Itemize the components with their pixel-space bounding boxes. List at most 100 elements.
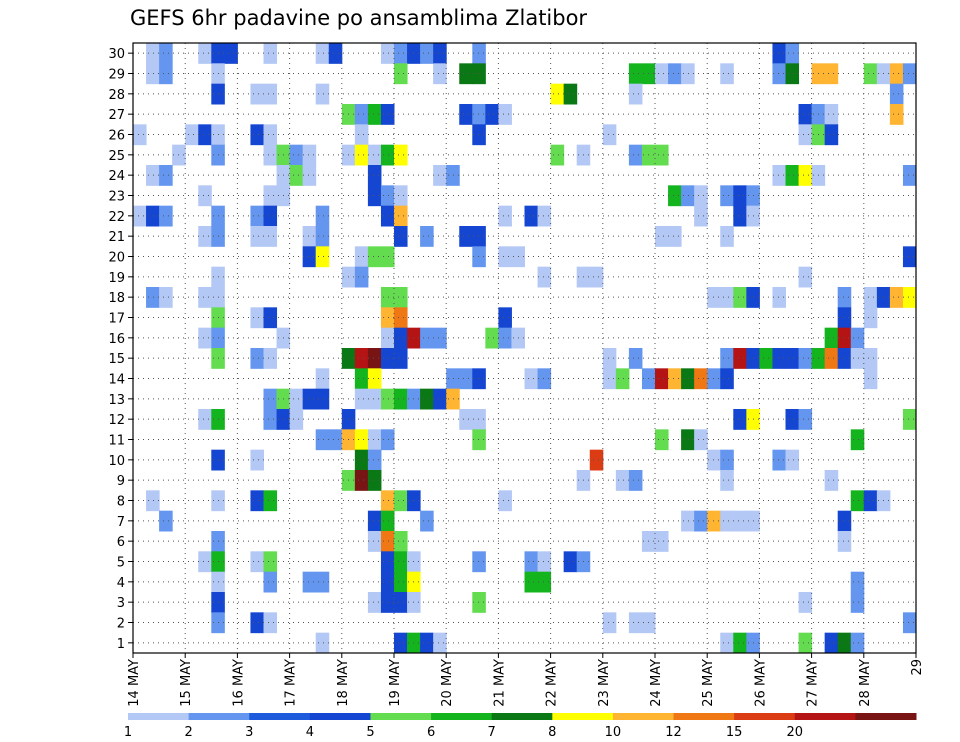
heatmap-cell: [824, 327, 839, 349]
heatmap-cell: [694, 510, 708, 532]
x-tick-label: 22 MAY: [545, 659, 560, 707]
heatmap-cell: [720, 470, 734, 491]
heatmap-cell: [159, 287, 173, 308]
heatmap-cell: [420, 632, 434, 654]
heatmap-cell: [733, 205, 747, 227]
heatmap-cell: [589, 449, 604, 471]
heatmap-cell: [394, 287, 408, 308]
heatmap-cell: [537, 551, 552, 573]
heatmap-cell: [850, 327, 865, 349]
plot-frame: [132, 42, 917, 654]
heatmap-cell: [628, 144, 643, 166]
heatmap-cell: [498, 205, 512, 227]
heatmap-cell: [602, 124, 617, 146]
heatmap-cell: [720, 510, 734, 532]
heatmap-cell: [798, 266, 813, 288]
heatmap-cell: [315, 246, 330, 268]
heatmap-cell: [263, 226, 278, 247]
heatmap-cell: [720, 226, 734, 247]
heatmap-cell: [850, 429, 865, 451]
heatmap-cell: [628, 63, 643, 85]
heatmap-cell: [354, 348, 369, 369]
heatmap-cell: [315, 388, 330, 410]
legend-label: 6: [427, 725, 435, 740]
heatmap-cell: [263, 388, 278, 410]
heatmap-cell: [798, 104, 813, 125]
heatmap-cell: [302, 388, 317, 410]
heatmap-cell: [146, 205, 160, 227]
heatmap-cell: [602, 368, 617, 390]
heatmap-cell: [681, 510, 695, 532]
heatmap-cell: [668, 63, 682, 85]
heatmap-cell: [837, 307, 852, 329]
y-tick-label: 3: [117, 596, 125, 611]
heatmap-cell: [837, 510, 852, 532]
heatmap-cell: [354, 429, 369, 451]
heatmap-cell: [472, 43, 486, 64]
heatmap-cell: [824, 470, 839, 491]
heatmap-cell: [863, 63, 878, 85]
heatmap-cell: [302, 165, 317, 186]
heatmap-cell: [550, 83, 565, 105]
y-tick-label: 1: [117, 637, 125, 652]
heatmap-cell: [380, 287, 395, 308]
heatmap-cell: [394, 205, 408, 227]
heatmap-cell: [380, 551, 395, 573]
heatmap-cell: [198, 327, 212, 349]
heatmap-cell: [628, 83, 643, 105]
heatmap-cell: [681, 63, 695, 85]
heatmap-cell: [655, 226, 669, 247]
heatmap-cell: [380, 43, 395, 64]
heatmap-cell: [302, 246, 317, 268]
y-tick-label: 16: [108, 332, 125, 347]
heatmap-cell: [367, 510, 382, 532]
heatmap-cell: [354, 449, 369, 471]
heatmap-cell: [785, 165, 800, 186]
legend-label: 3: [245, 725, 253, 740]
heatmap-cell: [720, 63, 734, 85]
heatmap-cell: [733, 287, 747, 308]
heatmap-cell: [133, 205, 147, 227]
heatmap-cell: [315, 429, 330, 451]
heatmap-cell: [850, 490, 865, 512]
heatmap-cell: [472, 551, 486, 573]
heatmap-cell: [159, 510, 173, 532]
heatmap-cell: [263, 551, 278, 573]
x-tick-label: 17 MAY: [284, 659, 299, 707]
heatmap-cell: [485, 104, 499, 125]
heatmap-cell: [850, 632, 865, 654]
heatmap-cell: [563, 551, 578, 573]
heatmap-cell: [433, 43, 447, 64]
heatmap-cell: [628, 348, 643, 369]
heatmap-cell: [250, 490, 264, 512]
y-tick-label: 23: [108, 190, 125, 205]
y-tick-label: 8: [117, 495, 125, 510]
y-tick-label: 2: [117, 617, 125, 632]
heatmap-cell: [889, 83, 904, 105]
heatmap-cell: [602, 612, 617, 634]
heatmap-cell: [433, 327, 447, 349]
x-tick-label: 25 MAY: [701, 659, 716, 707]
heatmap-cell: [380, 307, 395, 329]
heatmap-cell: [302, 226, 317, 247]
legend-swatch: [249, 713, 311, 720]
heatmap-cell: [472, 63, 486, 85]
heatmap-cell: [394, 388, 408, 410]
heatmap-cell: [498, 104, 512, 125]
legend-label: 2: [184, 725, 192, 740]
heatmap-cell: [263, 348, 278, 369]
heatmap-cell: [380, 104, 395, 125]
heatmap-cell: [250, 226, 264, 247]
heatmap-cell: [772, 63, 786, 85]
heatmap-cell: [537, 368, 552, 390]
heatmap-cell: [354, 266, 369, 288]
x-tick-label: 16 MAY: [231, 659, 246, 707]
y-tick-label: 9: [117, 474, 125, 489]
heatmap-cell: [694, 429, 708, 451]
heatmap-cell: [367, 185, 382, 207]
legend-swatch: [309, 713, 371, 720]
heatmap-cell: [315, 368, 330, 390]
heatmap-cell: [602, 348, 617, 369]
heatmap-cell: [315, 632, 330, 654]
heatmap-cell: [367, 246, 382, 268]
